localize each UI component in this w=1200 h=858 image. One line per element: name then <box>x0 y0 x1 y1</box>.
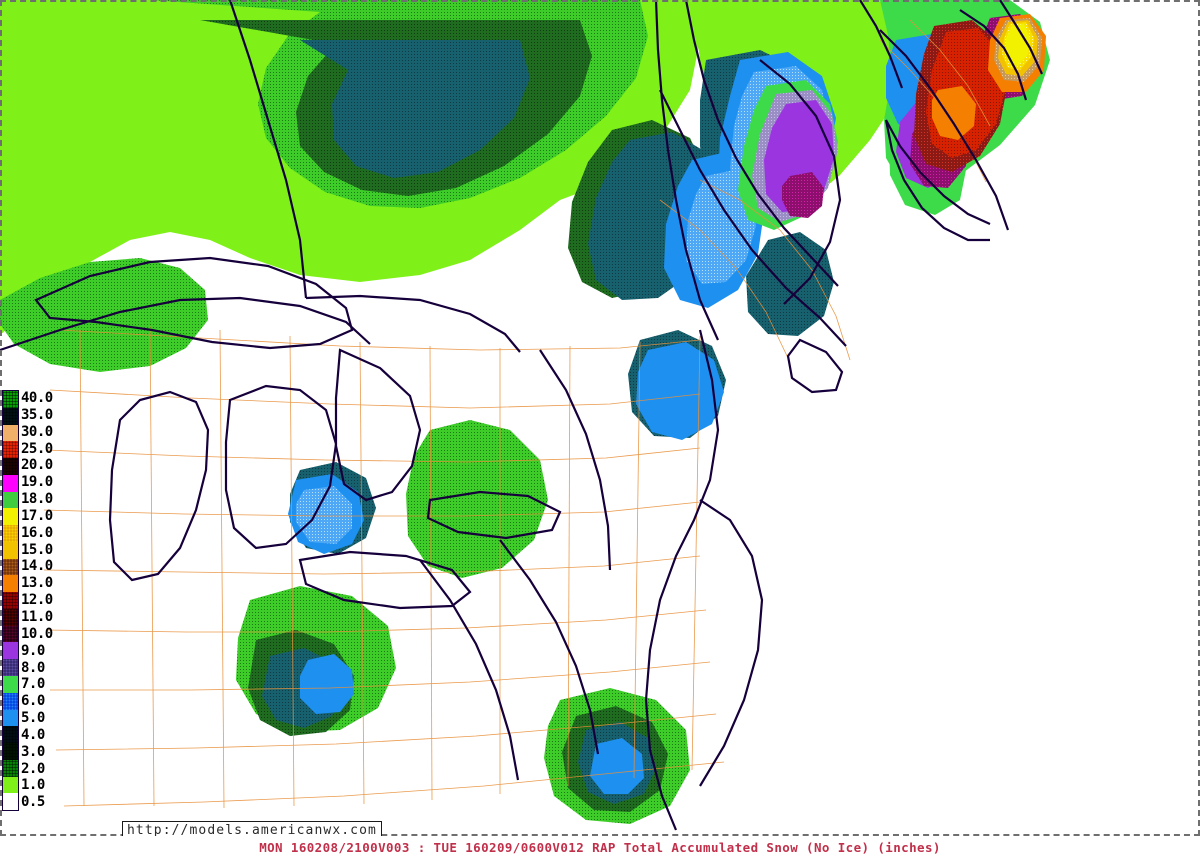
colorbar-band-16.0 <box>3 525 18 542</box>
colorbar-band-35.0 <box>3 407 18 425</box>
colorbar-band-25.0 <box>3 441 18 459</box>
colorbar-band-6.0 <box>3 692 18 710</box>
snow-contour-fills <box>0 0 1050 824</box>
colorbar-band-0.5 <box>3 793 18 811</box>
colorbar-band-7.0 <box>3 676 18 693</box>
snow-accumulation-colorbar[interactable] <box>2 390 19 811</box>
caption-bar: MON 160208/2100V003 : TUE 160209/0600V01… <box>0 836 1200 858</box>
colorbar-band-4.0 <box>3 726 18 744</box>
colorbar-band-12.0 <box>3 592 18 609</box>
colorbar-band-19.0 <box>3 474 18 492</box>
colorbar-band-9.0 <box>3 642 18 660</box>
colorbar-band-5.0 <box>3 709 18 727</box>
colorbar-band-17.0 <box>3 508 18 526</box>
forecast-caption-text: MON 160208/2100V003 : TUE 160209/0600V01… <box>259 839 941 855</box>
colorbar-band-8.0 <box>3 659 18 677</box>
county-boundaries <box>43 19 991 809</box>
colorbar-band-18.0 <box>3 491 18 509</box>
source-url-badge[interactable]: http://models.americanwx.com <box>122 821 382 836</box>
colorbar-band-20.0 <box>3 458 18 475</box>
colorbar-band-11.0 <box>3 608 18 626</box>
colorbar-band-40.0 <box>3 391 18 408</box>
colorbar-band-30.0 <box>3 424 18 442</box>
colorbar-band-3.0 <box>3 743 18 760</box>
colorbar-band-1.0 <box>3 776 18 794</box>
colorbar-band-14.0 <box>3 558 18 576</box>
colorbar-band-10.0 <box>3 625 18 643</box>
colorbar-band-13.0 <box>3 575 18 593</box>
map-svg-layer <box>0 0 1050 831</box>
political-boundaries <box>0 0 1043 831</box>
snow-accumulation-map[interactable]: 40.0 35.0 30.0 25.0 20.0 19.0 18.0 17.0 16.0 15.0… <box>0 0 1200 836</box>
colorbar-band-2.0 <box>3 759 18 777</box>
colorbar-band-15.0 <box>3 541 18 559</box>
